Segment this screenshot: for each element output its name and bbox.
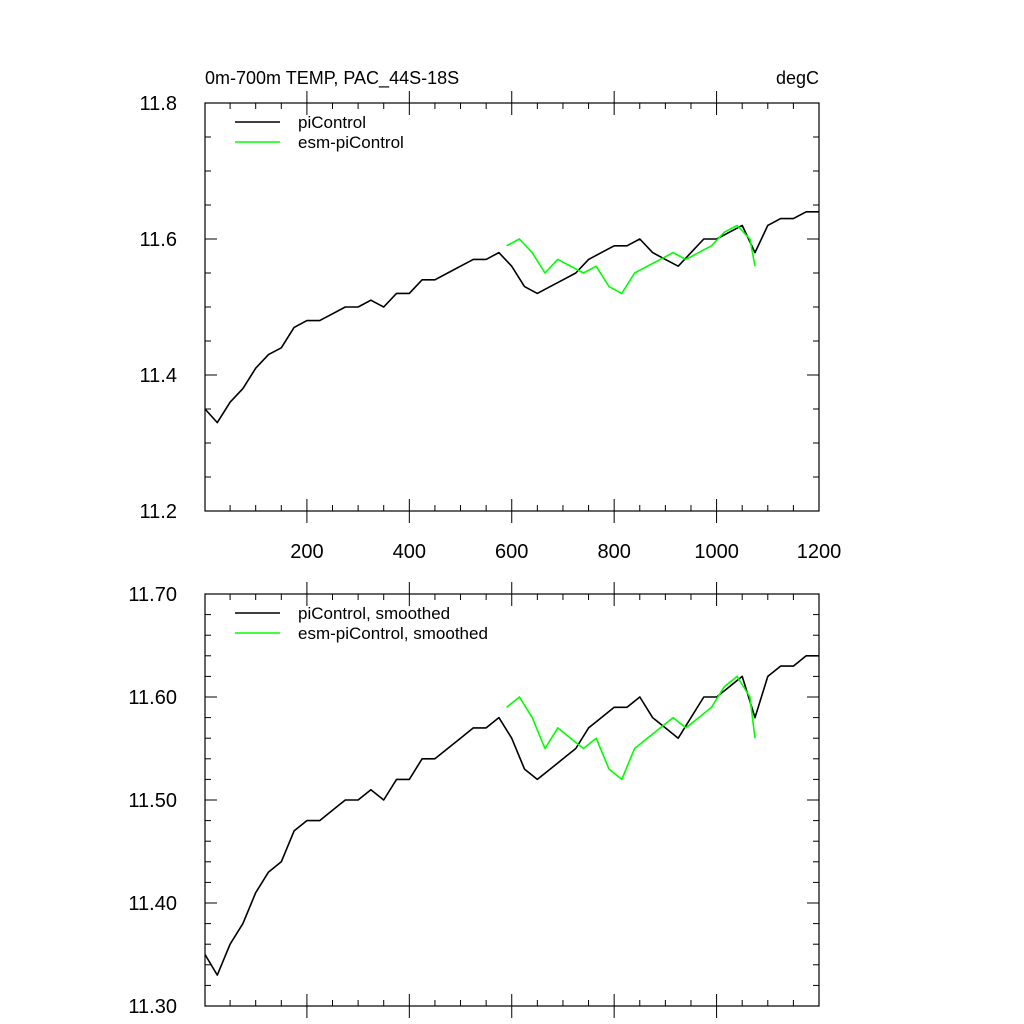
units-label: degC [776,68,819,88]
x-tick-label: 200 [290,541,323,563]
top-panel: 0m-700m TEMP, PAC_44S-18S degC 200 400 600… [140,68,842,563]
series-line-picontrol [204,211,819,424]
series-line-esm-picontrol-smoothed [506,675,756,781]
y-tick-label: 11.6 [140,229,177,251]
y-tick-label: 11.40 [128,893,177,915]
bottom-legend: piControl, smoothed esm-piControl, smoot… [235,604,488,643]
x-tick-label: 400 [393,541,426,563]
y-tick-label: 11.30 [128,996,177,1018]
y-tick-label: 11.4 [140,365,177,387]
top-plot-frame [204,102,820,512]
x-tick-label: 1000 [694,541,739,563]
x-tick-label: 800 [597,541,630,563]
bottom-ticks: 11.30 11.40 11.50 11.60 11.70 [128,582,819,1018]
y-tick-label: 11.60 [128,687,177,709]
legend-label-esm-picontrol-smoothed: esm-piControl, smoothed [298,624,488,643]
series-line-picontrol-smoothed [204,654,819,976]
x-tick-label: 600 [495,541,528,563]
legend-label-esm-picontrol: esm-piControl [298,133,404,152]
chart-title: 0m-700m TEMP, PAC_44S-18S [205,68,459,89]
legend-label-picontrol-smoothed: piControl, smoothed [298,604,450,623]
bottom-panel: 11.30 11.40 11.50 11.60 11.70 piControl, smo… [128,582,820,1018]
y-tick-label: 11.70 [128,584,177,606]
y-tick-label: 11.8 [140,93,177,115]
series-line-esm-picontrol [506,224,756,295]
legend-label-picontrol: piControl [298,113,366,132]
top-ticks: 200 400 600 800 1000 1200 11.2 11.4 11.6 11.8 [140,91,842,563]
x-tick-label: 1200 [797,541,842,563]
bottom-series [204,654,819,976]
top-series [204,211,819,424]
y-tick-label: 11.2 [140,501,177,523]
y-tick-label: 11.50 [128,790,177,812]
top-legend: piControl esm-piControl [235,113,404,152]
bottom-plot-frame [204,593,820,1007]
